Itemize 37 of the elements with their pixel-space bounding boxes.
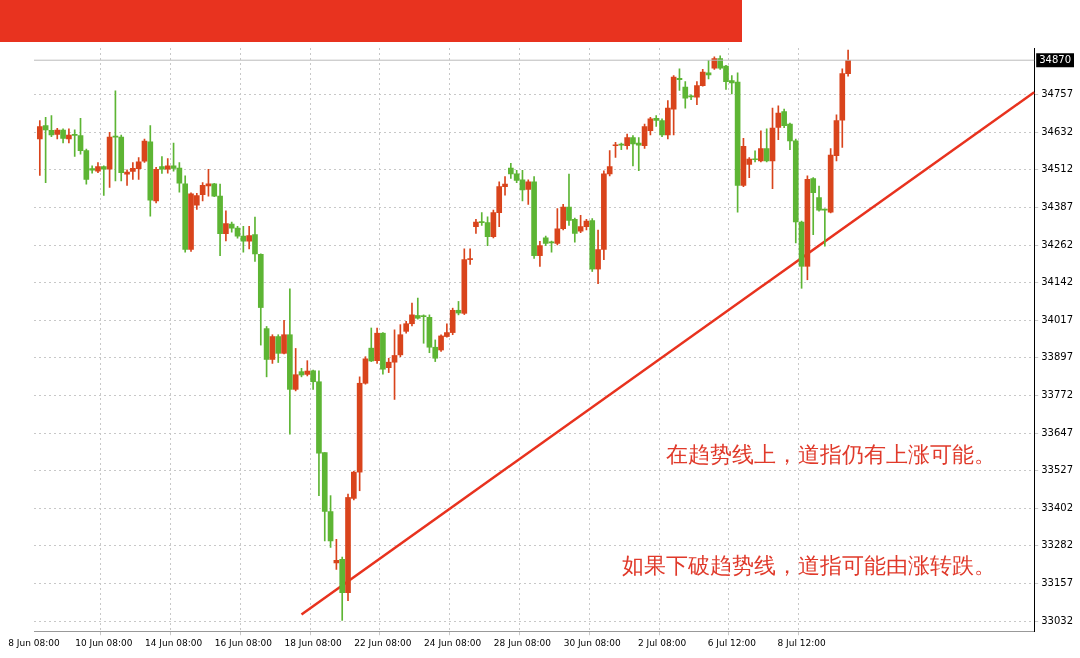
x-tick-label: 22 Jun 08:00	[354, 637, 412, 648]
y-tick-label: 33032	[1041, 615, 1073, 627]
x-tick-label: 28 Jun 08:00	[493, 637, 552, 648]
annotation: 在趋势线上，道指仍有上涨可能。	[666, 442, 997, 468]
y-tick-label: 33402	[1041, 502, 1073, 514]
y-tick-label: 34512	[1041, 163, 1073, 175]
x-tick-label: 16 Jun 08:00	[214, 637, 273, 648]
candlestick	[164, 158, 171, 174]
y-tick-label: 34757	[1041, 88, 1073, 100]
y-tick-label: 34142	[1041, 276, 1073, 288]
y-tick-label: 34632	[1041, 126, 1073, 138]
x-tick-label: 14 Jun 08:00	[144, 637, 203, 648]
y-tick-label: 34017	[1041, 314, 1073, 326]
x-tick-label: 30 Jun 08:00	[563, 637, 622, 648]
annotation: 如果下破趋势线，道指可能由涨转跌。	[622, 552, 997, 578]
y-tick-label: 33647	[1041, 427, 1073, 439]
candlestick	[159, 156, 165, 174]
candlestick	[810, 177, 817, 235]
candlestick	[304, 360, 311, 377]
candlestick	[752, 150, 758, 163]
x-tick-label: 10 Jun 08:00	[75, 637, 133, 648]
y-tick-label: 33157	[1041, 576, 1073, 588]
y-tick-label: 33527	[1041, 463, 1073, 475]
x-tick-label: 8 Jul 12:00	[777, 637, 826, 648]
y-tick-label: 33897	[1041, 350, 1073, 362]
y-tick-label: 34262	[1041, 239, 1073, 251]
y-tick-label: 34387	[1041, 201, 1073, 213]
x-tick-label: 8 Jun 08:00	[8, 637, 60, 648]
y-tick-label: 33772	[1041, 389, 1073, 401]
x-tick-label: 2 Jul 08:00	[637, 637, 687, 648]
y-tick-label: 33282	[1041, 538, 1073, 550]
x-tick-label: 24 Jun 08:00	[424, 637, 482, 648]
candlestick	[36, 120, 43, 176]
ref-line-label: 34870	[1039, 53, 1071, 65]
x-tick-label: 6 Jul 12:00	[707, 637, 757, 648]
x-tick-label: 18 Jun 08:00	[284, 637, 342, 648]
candlestick	[100, 165, 107, 196]
